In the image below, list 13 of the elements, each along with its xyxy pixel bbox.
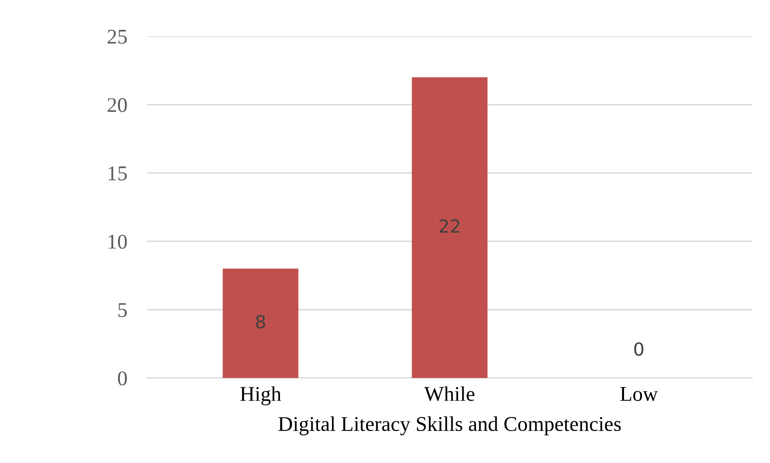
x-tick-label: While bbox=[424, 386, 474, 402]
y-tick-label: 5 bbox=[118, 303, 127, 318]
x-tick-label: High bbox=[240, 386, 282, 406]
y-tick-label: 0 bbox=[118, 371, 127, 386]
x-axis-title: Digital Literacy Skills and Competencies bbox=[278, 416, 621, 436]
x-tick-label: Low bbox=[620, 387, 658, 401]
y-tick-label: 25 bbox=[108, 30, 127, 44]
y-tick-label: 10 bbox=[108, 234, 127, 249]
y-tick-label: 20 bbox=[108, 98, 127, 112]
data-label: 22 bbox=[440, 219, 460, 233]
y-tick-label: 15 bbox=[108, 166, 127, 180]
data-label: 8 bbox=[256, 314, 266, 329]
data-label: 0 bbox=[634, 342, 644, 356]
